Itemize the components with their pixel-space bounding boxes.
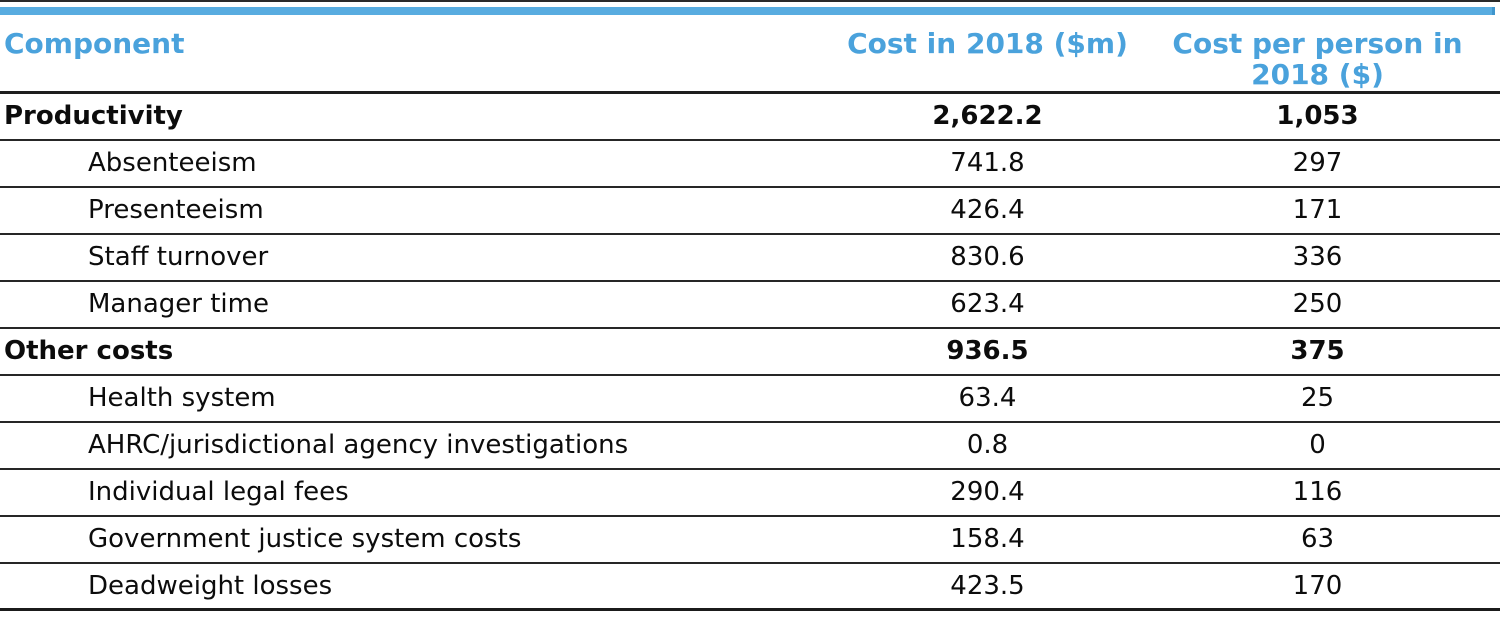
cost-per-person-cell: 116 — [1135, 468, 1500, 517]
table-row: Other costs 936.5 375 — [0, 327, 1500, 376]
component-cell: AHRC/jurisdictional agency investigation… — [0, 421, 840, 470]
cost-per-person-cell: 1,053 — [1135, 92, 1500, 141]
cost-per-person-cell: 170 — [1135, 562, 1500, 611]
cost-2018-cell: 423.5 — [840, 562, 1135, 611]
cost-2018-cell: 741.8 — [840, 139, 1135, 188]
table-row: Deadweight losses 423.5 170 — [0, 562, 1500, 611]
table-row: Staff turnover 830.6 336 — [0, 233, 1500, 282]
table-row: Health system 63.4 25 — [0, 374, 1500, 423]
table-row: Productivity 2,622.2 1,053 — [0, 92, 1500, 141]
cost-table: Component Cost in 2018 ($m) Cost per per… — [0, 15, 1500, 611]
component-cell: Health system — [0, 374, 840, 423]
table-row: Manager time 623.4 250 — [0, 280, 1500, 329]
cost-per-person-cell: 336 — [1135, 233, 1500, 282]
table-row: Absenteeism 741.8 297 — [0, 139, 1500, 188]
component-cell: Presenteeism — [0, 186, 840, 235]
cost-per-person-cell: 250 — [1135, 280, 1500, 329]
cost-per-person-cell: 171 — [1135, 186, 1500, 235]
component-cell: Deadweight losses — [0, 562, 840, 611]
cost-per-person-cell: 25 — [1135, 374, 1500, 423]
table-row: Government justice system costs 158.4 63 — [0, 515, 1500, 564]
column-header-component: Component — [0, 15, 840, 94]
component-cell: Manager time — [0, 280, 840, 329]
cost-2018-cell: 63.4 — [840, 374, 1135, 423]
table-row: Presenteeism 426.4 171 — [0, 186, 1500, 235]
cost-2018-cell: 2,622.2 — [840, 92, 1135, 141]
cost-2018-cell: 426.4 — [840, 186, 1135, 235]
cost-per-person-cell: 63 — [1135, 515, 1500, 564]
cost-per-person-cell: 375 — [1135, 327, 1500, 376]
cost-2018-cell: 0.8 — [840, 421, 1135, 470]
cost-2018-cell: 830.6 — [840, 233, 1135, 282]
column-header-cost-per-person: Cost per person in 2018 ($) — [1135, 15, 1500, 94]
cost-2018-cell: 290.4 — [840, 468, 1135, 517]
component-cell: Individual legal fees — [0, 468, 840, 517]
component-cell: Other costs — [0, 327, 840, 376]
component-cell: Staff turnover — [0, 233, 840, 282]
cost-per-person-cell: 297 — [1135, 139, 1500, 188]
table-row: Individual legal fees 290.4 116 — [0, 468, 1500, 517]
top-rule — [0, 0, 1500, 2]
cost-per-person-cell: 0 — [1135, 421, 1500, 470]
cost-2018-cell: 158.4 — [840, 515, 1135, 564]
accent-bar — [0, 7, 1495, 15]
column-header-cost-2018: Cost in 2018 ($m) — [840, 15, 1135, 94]
cost-2018-cell: 623.4 — [840, 280, 1135, 329]
component-cell: Government justice system costs — [0, 515, 840, 564]
table-body: Productivity 2,622.2 1,053 Absenteeism 7… — [0, 92, 1500, 611]
table-row: AHRC/jurisdictional agency investigation… — [0, 421, 1500, 470]
component-cell: Absenteeism — [0, 139, 840, 188]
cost-2018-cell: 936.5 — [840, 327, 1135, 376]
component-cell: Productivity — [0, 92, 840, 141]
table-header-row: Component Cost in 2018 ($m) Cost per per… — [0, 15, 1500, 94]
